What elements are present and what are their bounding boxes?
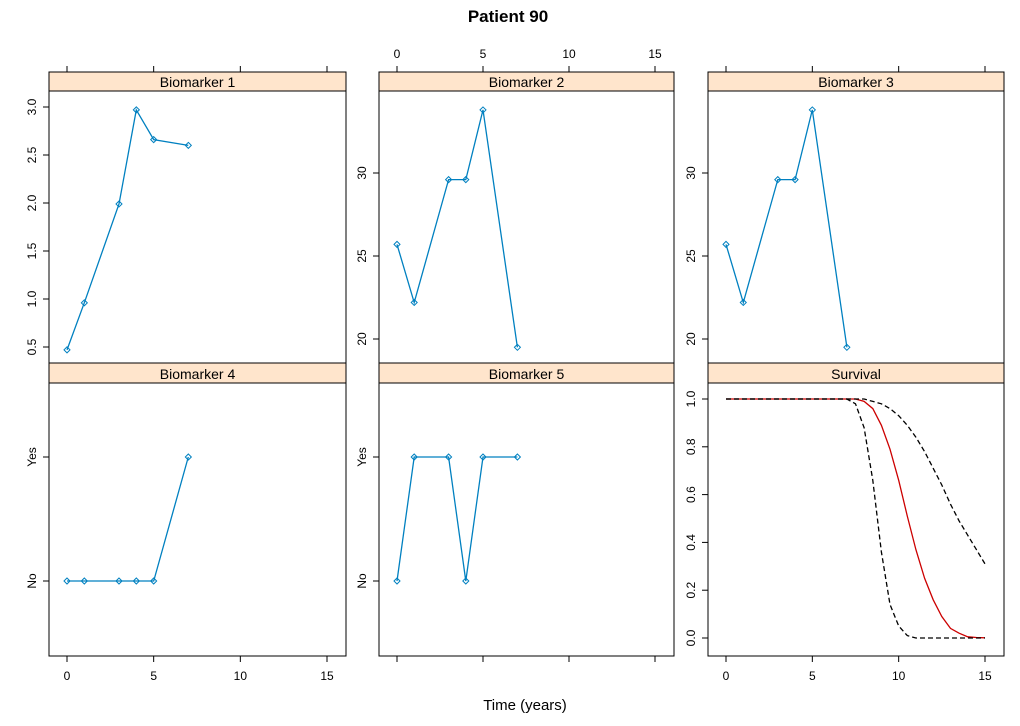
data-point bbox=[513, 343, 522, 352]
data-point bbox=[479, 453, 487, 461]
y-tick-label: 0.5 bbox=[25, 338, 39, 355]
series-line bbox=[396, 109, 519, 348]
data-point bbox=[479, 106, 487, 114]
panel-biomarker-2: Biomarker 2 20 25 30 0 5 10 15 bbox=[355, 47, 675, 364]
y-tick-label: 20 bbox=[355, 332, 369, 346]
x-axis-label: Time (years) bbox=[483, 697, 567, 714]
x-tick-label: 15 bbox=[320, 669, 334, 683]
data-point bbox=[63, 577, 71, 585]
x-tick-label: 15 bbox=[648, 47, 662, 61]
panel-border bbox=[707, 71, 1005, 364]
data-point bbox=[774, 175, 782, 184]
series-line bbox=[396, 456, 518, 582]
y-tick-label: No bbox=[355, 573, 369, 589]
panel-border bbox=[707, 362, 1005, 657]
x-tick-label: 5 bbox=[809, 669, 816, 683]
data-point bbox=[149, 577, 158, 585]
strip-label: Biomarker 4 bbox=[160, 366, 236, 382]
y-tick-label: 0.2 bbox=[684, 582, 698, 599]
x-tick-label: 10 bbox=[234, 669, 248, 683]
data-point bbox=[132, 106, 141, 114]
data-point bbox=[393, 577, 401, 585]
strip-background bbox=[48, 71, 347, 92]
x-tick-label: 10 bbox=[892, 669, 906, 683]
strip-background bbox=[707, 362, 1005, 384]
y-tick-label: 25 bbox=[355, 249, 369, 263]
y-tick-label: 0.6 bbox=[684, 486, 698, 503]
survival-estimate-line bbox=[726, 398, 986, 639]
data-point bbox=[149, 135, 158, 144]
panel-border bbox=[378, 71, 675, 364]
chart-title: Patient 90 bbox=[468, 7, 548, 26]
data-point bbox=[444, 175, 453, 184]
panel-border bbox=[48, 362, 347, 657]
y-tick-label: 30 bbox=[355, 166, 369, 180]
data-point bbox=[80, 299, 89, 307]
panel-biomarker-3: Biomarker 3 20 25 30 bbox=[684, 66, 1005, 364]
panel-biomarker-5: Biomarker 5 No Yes bbox=[355, 362, 675, 662]
series-line bbox=[725, 109, 848, 348]
survival-lower-line bbox=[726, 398, 985, 639]
y-tick-label: Yes bbox=[25, 447, 39, 467]
strip-label: Biomarker 2 bbox=[489, 74, 565, 90]
data-point bbox=[722, 240, 730, 249]
data-point bbox=[843, 343, 851, 352]
y-tick-label: 2.0 bbox=[25, 194, 39, 211]
data-point bbox=[393, 240, 401, 249]
y-tick-label: 1.0 bbox=[25, 290, 39, 307]
data-point bbox=[115, 577, 123, 585]
data-point bbox=[444, 453, 453, 461]
strip-background bbox=[378, 71, 675, 92]
panel-biomarker-1: Biomarker 1 0.5 1.0 1.5 2.0 2.5 3.0 bbox=[25, 66, 347, 364]
y-tick-label: 0.4 bbox=[684, 534, 698, 551]
panel-biomarker-4: Biomarker 4 No Yes 0 5 10 15 bbox=[25, 362, 347, 683]
data-point bbox=[184, 453, 193, 461]
data-point bbox=[462, 175, 470, 184]
strip-label: Biomarker 1 bbox=[160, 74, 236, 90]
y-tick-label: 0.8 bbox=[684, 438, 698, 455]
y-tick-label: 30 bbox=[684, 166, 698, 180]
data-point bbox=[513, 453, 522, 461]
data-point bbox=[115, 200, 123, 208]
x-tick-label: 5 bbox=[150, 669, 157, 683]
data-point bbox=[808, 106, 817, 114]
y-tick-label: 25 bbox=[684, 249, 698, 263]
data-point bbox=[132, 577, 141, 585]
data-point bbox=[462, 577, 470, 585]
strip-label: Biomarker 3 bbox=[818, 74, 894, 90]
x-tick-label: 10 bbox=[562, 47, 576, 61]
panel-survival: Survival 0.0 0.2 0.4 0.6 0.8 1.0 0 5 10 15 bbox=[684, 362, 1005, 683]
series-line bbox=[67, 456, 189, 582]
y-tick-label: 0.0 bbox=[684, 629, 698, 646]
strip-label: Biomarker 5 bbox=[489, 366, 565, 382]
x-tick-label: 0 bbox=[394, 47, 401, 61]
strip-background bbox=[707, 71, 1005, 92]
data-point bbox=[80, 577, 89, 585]
survival-upper-line bbox=[726, 398, 986, 565]
panel-border bbox=[378, 362, 675, 657]
x-tick-label: 0 bbox=[723, 669, 730, 683]
strip-background bbox=[48, 362, 347, 384]
data-point bbox=[410, 298, 418, 307]
data-point bbox=[410, 453, 418, 461]
data-point bbox=[791, 175, 799, 184]
data-point bbox=[184, 141, 193, 150]
y-tick-label: No bbox=[25, 573, 39, 589]
x-tick-label: 0 bbox=[64, 669, 71, 683]
y-tick-label: 1.5 bbox=[25, 242, 39, 259]
y-tick-label: 1.0 bbox=[684, 390, 698, 407]
x-tick-label: 15 bbox=[978, 669, 992, 683]
data-point bbox=[739, 298, 747, 307]
series-line bbox=[66, 108, 189, 351]
data-point bbox=[63, 346, 71, 354]
y-tick-label: 20 bbox=[684, 332, 698, 346]
panel-border bbox=[48, 71, 347, 364]
strip-label: Survival bbox=[831, 366, 881, 382]
strip-background bbox=[378, 362, 675, 384]
y-tick-label: Yes bbox=[355, 447, 369, 467]
y-tick-label: 3.0 bbox=[25, 98, 39, 115]
y-tick-label: 2.5 bbox=[25, 146, 39, 163]
x-tick-label: 5 bbox=[480, 47, 487, 61]
